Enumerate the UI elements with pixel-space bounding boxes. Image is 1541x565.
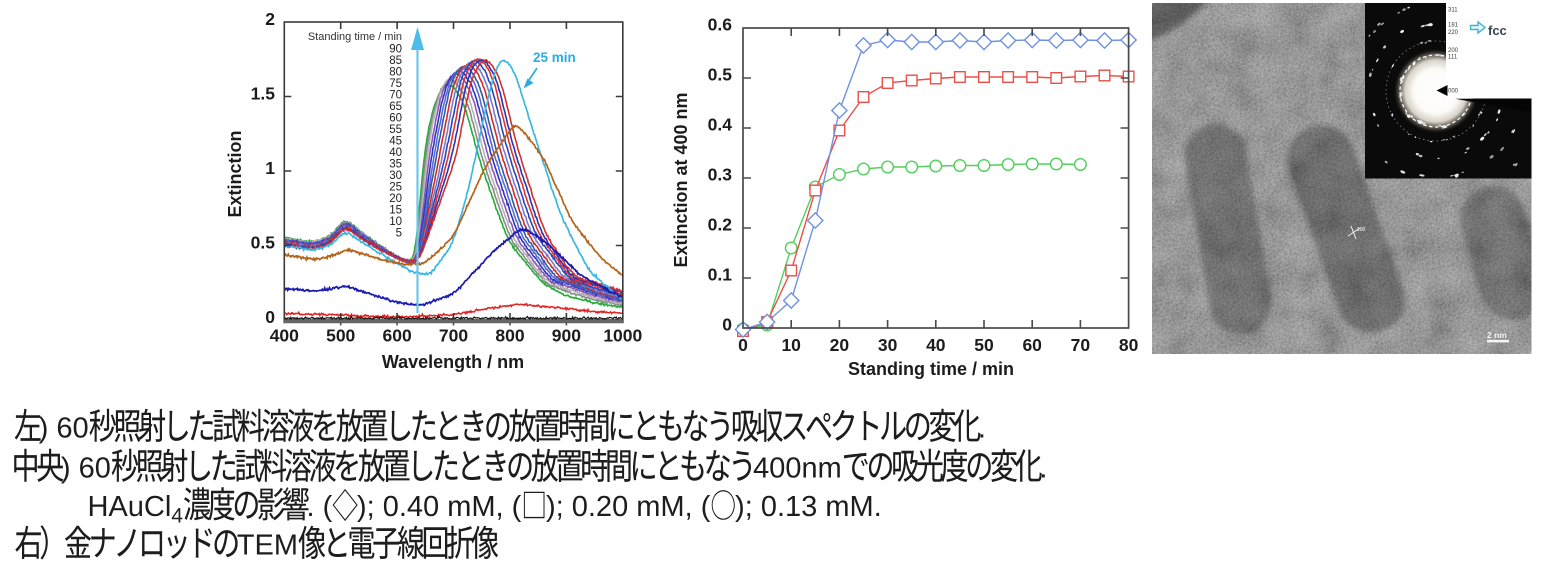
svg-text:0.1: 0.1 [708,265,733,285]
svg-text:2: 2 [265,9,275,29]
svg-text:85: 85 [389,55,402,67]
svg-text:0.6: 0.6 [708,15,733,35]
svg-text:60: 60 [1022,335,1042,355]
svg-text:000: 000 [1448,89,1459,95]
svg-text:40: 40 [389,147,402,159]
svg-text:311: 311 [1448,8,1458,14]
svg-text:Extinction at 400 nm: Extinction at 400 nm [671,92,691,267]
svg-text:0: 0 [265,307,275,327]
svg-text:60: 60 [389,113,402,125]
svg-text:111: 111 [1448,55,1458,61]
svg-text:Standing time / min: Standing time / min [308,31,402,43]
svg-text:0.2: 0.2 [708,215,733,235]
svg-text:600: 600 [382,326,411,346]
svg-text:5: 5 [396,228,402,240]
svg-text:220: 220 [1448,30,1459,36]
svg-text:Standing time / min: Standing time / min [848,359,1014,379]
svg-text:181: 181 [1448,23,1459,29]
svg-text:15: 15 [389,205,402,217]
svg-text:0.3: 0.3 [708,165,733,185]
svg-text:10: 10 [389,216,402,228]
svg-text:80: 80 [389,67,402,79]
svg-text:1: 1 [265,158,275,178]
svg-text:20: 20 [389,193,402,205]
svg-text:70: 70 [389,90,402,102]
svg-text:80: 80 [1119,335,1139,355]
svg-text:45: 45 [389,136,402,148]
svg-text:700: 700 [439,326,468,346]
svg-text:400: 400 [270,326,299,346]
svg-text:0: 0 [722,315,732,335]
svg-text:90: 90 [389,44,402,56]
svg-text:Wavelength / nm: Wavelength / nm [382,352,524,372]
svg-text:75: 75 [389,78,402,90]
svg-text:25 min: 25 min [533,50,576,65]
svg-text:1.5: 1.5 [251,84,276,104]
svg-text:35: 35 [389,159,402,171]
svg-text:0.4: 0.4 [708,115,733,135]
svg-text:0.5: 0.5 [251,233,276,253]
svg-text:500: 500 [326,326,355,346]
svg-text:200: 200 [1448,48,1459,54]
svg-text:25: 25 [389,182,402,194]
svg-text:1000: 1000 [603,326,642,346]
svg-text:0: 0 [738,335,748,355]
svg-text:20: 20 [830,335,850,355]
svg-text:40: 40 [926,335,946,355]
svg-text:70: 70 [1071,335,1091,355]
svg-text:fcc: fcc [1488,23,1507,38]
svg-text:2 nm: 2 nm [1487,330,1507,340]
svg-text:0.5: 0.5 [708,65,733,85]
svg-text:30: 30 [878,335,898,355]
svg-text:30: 30 [389,170,402,182]
svg-text:65: 65 [389,101,402,113]
svg-text:Extinction: Extinction [225,130,245,217]
svg-text:900: 900 [552,326,581,346]
svg-text:800: 800 [495,326,524,346]
svg-text:50: 50 [974,335,994,355]
svg-text:55: 55 [389,124,402,136]
svg-text:10: 10 [781,335,801,355]
svg-text:100: 100 [1357,227,1366,233]
